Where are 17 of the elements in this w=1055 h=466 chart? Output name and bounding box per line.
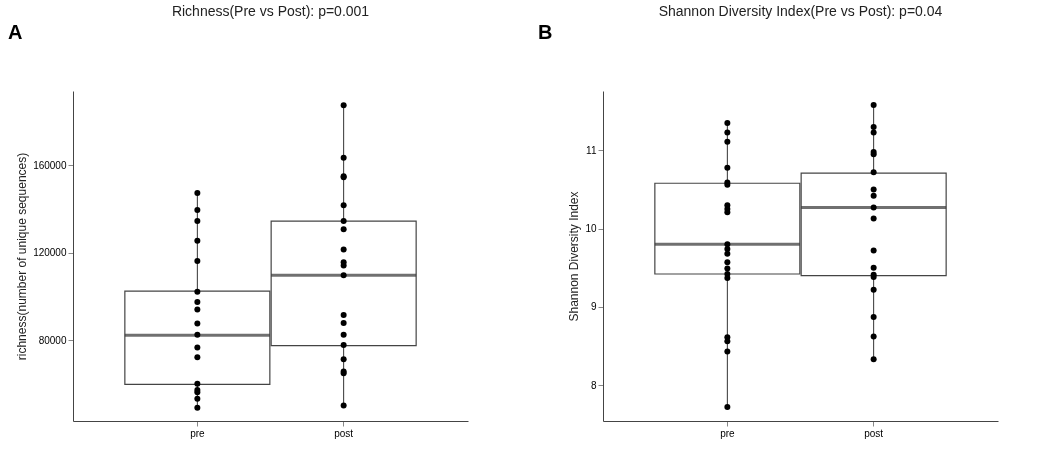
y-axis-title: Shannon Diversity Index	[567, 191, 582, 322]
x-tick-label: pre	[190, 427, 206, 439]
x-tick-label: post	[864, 427, 884, 439]
y-tick-label: 9	[590, 301, 597, 313]
y-tick-label: 160000	[33, 159, 67, 171]
y-tick-label: 8	[590, 379, 597, 391]
y-axis-title: richness(number of unique sequences)	[15, 152, 30, 361]
text: B	[538, 21, 553, 43]
y-tick-label: 120000	[33, 247, 67, 259]
x-tick-label: pre	[720, 427, 736, 439]
y-tick-label: 80000	[38, 334, 67, 346]
y-tick-label: 11	[586, 144, 597, 156]
chart-title: Shannon Diversity Index(Pre vs Post): p=0.04	[658, 3, 943, 19]
chart-title: Richness(Pre vs Post): p=0.001	[171, 3, 370, 19]
text: A	[8, 21, 23, 43]
x-tick-label: post	[334, 427, 354, 439]
y-tick-label: 10	[585, 223, 597, 235]
